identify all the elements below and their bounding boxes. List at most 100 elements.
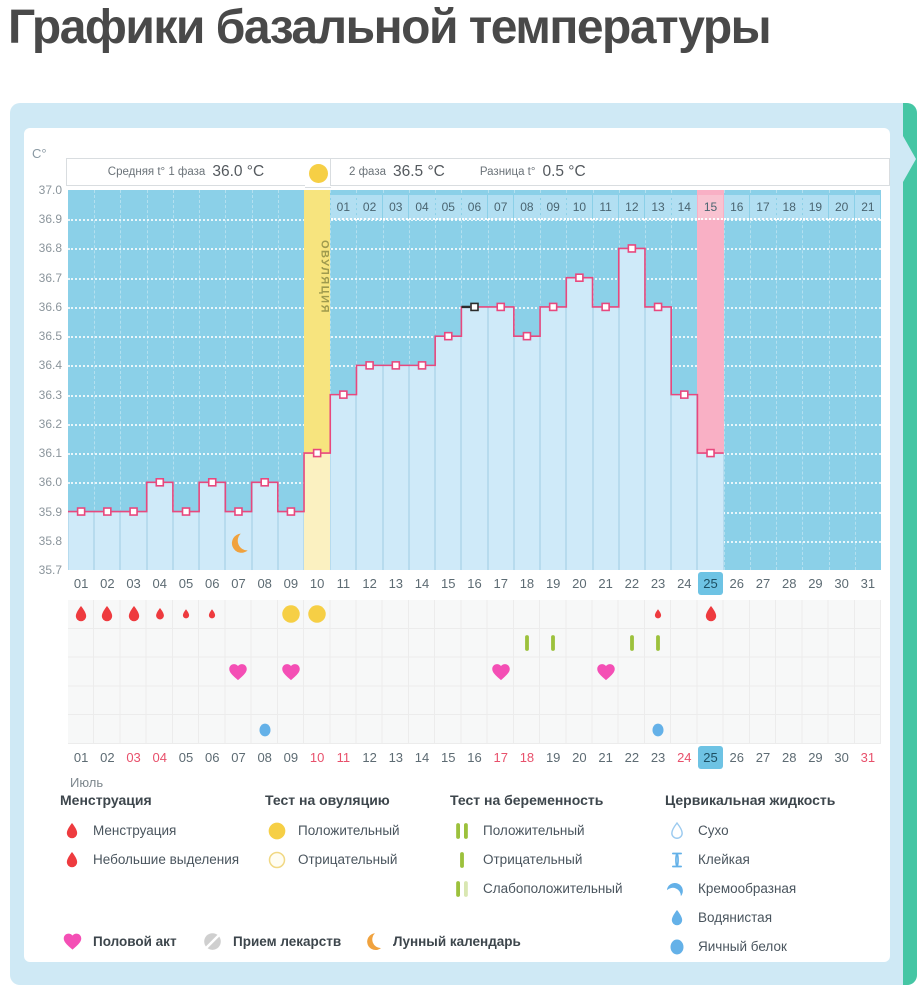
temperature-point[interactable] (575, 273, 584, 282)
circle-filled-icon (308, 605, 326, 624)
temperature-point-selected[interactable] (470, 302, 479, 312)
temperature-point[interactable] (103, 507, 112, 516)
intercourse-heart-icon (280, 662, 301, 683)
day-label: 25 (697, 744, 724, 772)
y-axis-tick: 36.6 (38, 299, 62, 314)
temperature-point[interactable] (234, 507, 243, 516)
cycle-day-axis: 01 02 03 04 05 06 07 08 09 10 11 12 13 14 15 16 17 18 19 20… (68, 570, 881, 598)
bar-one-icon (450, 850, 474, 870)
column-separator (172, 190, 174, 570)
temperature-point[interactable] (312, 448, 322, 458)
day-label: 06 (205, 750, 220, 765)
day-label: 26 (729, 576, 744, 591)
legend-item: Отрицательный (450, 845, 665, 874)
month-label: Июль (70, 775, 104, 790)
symbols-grid (68, 600, 881, 744)
temperature-bar (251, 482, 278, 570)
dpo-day-cell: 09 (540, 195, 566, 220)
drop-watery-icon (665, 908, 689, 928)
drop-large-icon (60, 821, 84, 841)
temperature-bar (697, 453, 724, 570)
day-label: 04 (152, 750, 168, 765)
pregnancy-test-icon (622, 633, 642, 653)
day-label: 30 (834, 576, 849, 591)
temperature-point[interactable] (680, 390, 689, 399)
legend-section: Менструация Менструация Небольшие выделени… (60, 792, 275, 874)
phase2-label: 2 фаза (349, 166, 386, 178)
drop-outline-icon (671, 821, 683, 839)
dpo-day-cell: 03 (383, 195, 409, 220)
legend-item-label: Менструация (93, 823, 177, 838)
temperature-point[interactable] (627, 244, 637, 253)
day-label: 07 (231, 750, 246, 765)
day-label: 18 (519, 750, 535, 765)
ovulation-header-cell (305, 158, 331, 188)
day-label: 29 (808, 750, 823, 765)
temperature-bar (330, 394, 357, 570)
temperature-line-layer (68, 244, 724, 516)
temperature-point[interactable] (548, 302, 558, 312)
temperature-point[interactable] (653, 302, 663, 312)
heart-icon (282, 664, 300, 681)
day-label: 28 (781, 576, 797, 591)
y-axis-tick: 36.5 (38, 329, 62, 344)
legend-section-title: Тест на беременность (450, 792, 604, 808)
chevron-right-icon (903, 136, 916, 182)
temperature-point[interactable] (339, 390, 348, 399)
temperature-bar (566, 277, 593, 570)
temperature-point[interactable] (129, 507, 138, 516)
temperature-point[interactable] (391, 361, 401, 370)
column-separator (225, 190, 227, 570)
menstruation-drop-icon (206, 608, 218, 620)
column-separator (146, 190, 148, 570)
ovulation-positive-icon (308, 163, 328, 183)
circle-filled-icon (282, 605, 300, 624)
temperature-point[interactable] (706, 448, 715, 458)
day-label: 01 (73, 576, 89, 591)
next-chart-button[interactable] (903, 103, 917, 985)
pregnancy-test-icon (543, 633, 563, 653)
temperature-point[interactable] (522, 331, 532, 341)
day-label: 15 (441, 576, 456, 591)
temperature-point[interactable] (496, 302, 506, 312)
day-label: 09 (283, 750, 299, 765)
legend-item-label: Отрицательный (298, 852, 398, 867)
bars-two-icon (450, 821, 474, 841)
temperature-point[interactable] (365, 361, 374, 370)
legend-item-label: Водянистая (698, 910, 772, 925)
temperature-point[interactable] (181, 507, 191, 516)
temperature-point[interactable] (443, 331, 453, 341)
phase1-value: 36.0 °C (212, 163, 265, 180)
day-label: 16 (467, 576, 482, 591)
day-label: 24 (677, 576, 692, 591)
dpo-day-cell: 21 (855, 195, 881, 220)
day-label: 31 (860, 576, 876, 591)
y-axis-tick: 35.8 (38, 533, 62, 548)
day-label: 04 (152, 576, 168, 591)
temperature-point[interactable] (601, 302, 610, 312)
day-label: 14 (414, 750, 430, 765)
dpo-day-cell: 12 (619, 195, 645, 220)
diff-value: 0.5 °C (542, 163, 586, 180)
moon-icon (360, 931, 384, 952)
column-separator (723, 190, 725, 570)
y-axis-tick: 35.7 (38, 563, 62, 577)
temperature-bar (356, 365, 383, 570)
legend-item: Водянистая (665, 903, 880, 932)
day-label: 30 (834, 750, 849, 765)
dpo-day-cell: 15 (697, 195, 724, 220)
temperature-point[interactable] (207, 478, 217, 487)
temperature-point[interactable] (260, 478, 269, 487)
circle-filled-icon (268, 822, 286, 839)
circle-outline-icon (265, 850, 289, 870)
temperature-point[interactable] (417, 361, 427, 370)
legend-item-label: Положительный (298, 823, 400, 838)
temperature-point[interactable] (286, 507, 296, 516)
dpo-day-cell: 05 (435, 195, 461, 220)
dpo-day-cell: 19 (802, 195, 829, 220)
temperature-bar (225, 511, 252, 570)
temperature-point[interactable] (155, 478, 165, 487)
temperature-point[interactable] (76, 507, 86, 516)
temperature-bar (120, 511, 147, 570)
dpo-day-cell: 06 (461, 195, 488, 220)
